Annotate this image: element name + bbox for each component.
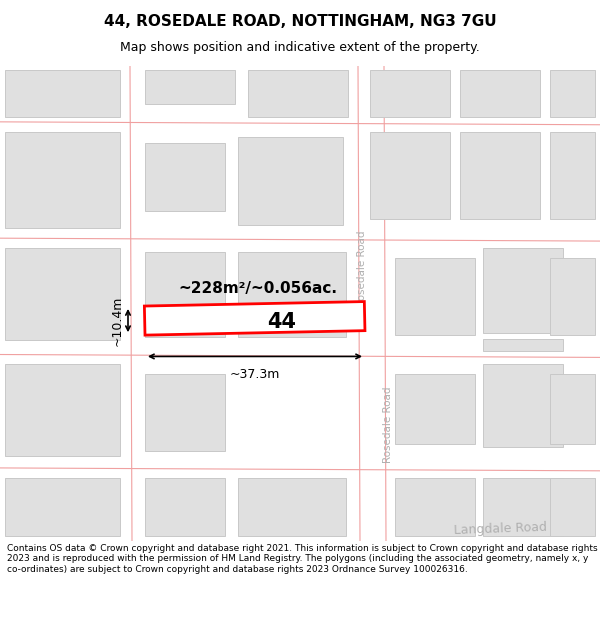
- Bar: [145, 143, 225, 211]
- Bar: [248, 71, 348, 117]
- Bar: [370, 131, 450, 219]
- Bar: [5, 248, 120, 340]
- Text: Langdale Road: Langdale Road: [453, 521, 547, 537]
- Bar: [145, 478, 225, 536]
- Text: ~37.3m: ~37.3m: [230, 368, 280, 381]
- Bar: [5, 364, 120, 456]
- Bar: [550, 71, 595, 117]
- Text: ~10.4m: ~10.4m: [111, 296, 124, 346]
- Bar: [238, 252, 346, 337]
- Text: 44: 44: [267, 312, 296, 332]
- Bar: [483, 478, 563, 536]
- Bar: [460, 131, 540, 219]
- Bar: [238, 478, 346, 536]
- Bar: [550, 258, 595, 335]
- Bar: [238, 138, 343, 224]
- Bar: [5, 131, 120, 229]
- Text: ~228m²/~0.056ac.: ~228m²/~0.056ac.: [179, 281, 337, 296]
- Bar: [483, 248, 563, 333]
- Text: Map shows position and indicative extent of the property.: Map shows position and indicative extent…: [120, 41, 480, 54]
- Bar: [370, 71, 450, 117]
- Bar: [145, 252, 225, 337]
- Text: 44, ROSEDALE ROAD, NOTTINGHAM, NG3 7GU: 44, ROSEDALE ROAD, NOTTINGHAM, NG3 7GU: [104, 14, 496, 29]
- Bar: [550, 478, 595, 536]
- Bar: [145, 302, 365, 335]
- Bar: [395, 374, 475, 444]
- Bar: [5, 478, 120, 536]
- Bar: [395, 258, 475, 335]
- Text: Rosedale Road: Rosedale Road: [383, 386, 393, 462]
- Bar: [5, 71, 120, 117]
- Bar: [483, 339, 563, 351]
- Bar: [483, 364, 563, 447]
- Bar: [550, 131, 595, 219]
- Bar: [460, 71, 540, 117]
- Bar: [145, 374, 225, 451]
- Bar: [145, 71, 235, 104]
- Bar: [395, 478, 475, 536]
- Text: Contains OS data © Crown copyright and database right 2021. This information is : Contains OS data © Crown copyright and d…: [7, 544, 598, 574]
- Text: Rosedale Road: Rosedale Road: [357, 231, 367, 308]
- Bar: [550, 374, 595, 444]
